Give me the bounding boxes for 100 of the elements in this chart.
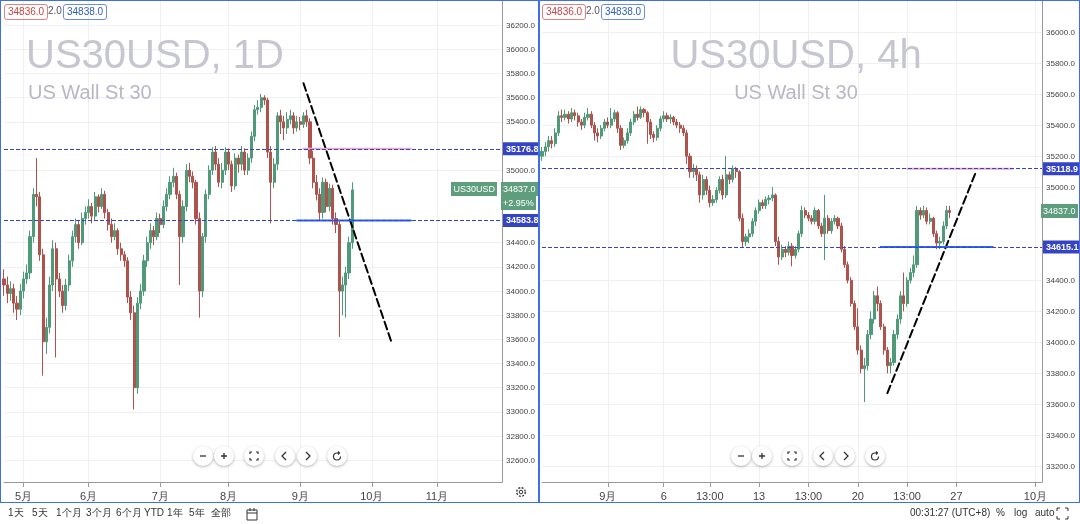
y-tick-label: 33400.0 [506,359,536,369]
candlestick [810,214,813,225]
x-tick-label: 6月 [80,489,98,502]
candlestick [813,206,817,225]
candlestick [577,112,580,128]
candlestick [787,241,790,256]
candlestick [55,242,58,359]
candlestick [606,116,609,129]
y-tick-label: 32600.0 [506,455,536,465]
candlestick [679,121,682,134]
ref-line-label: 34615.1 [1046,241,1079,252]
x-tick-label: 13:00 [893,489,921,502]
y-tick-label: 33800.0 [1046,368,1076,378]
candlestick [744,233,748,247]
ref-line-label: 34583.8 [506,215,539,226]
annotation: 34836.0 [4,4,49,20]
y-tick-label: 34400.0 [506,238,536,248]
candlestick [97,193,100,213]
candlestick [260,93,263,113]
y-tick-label: 33200.0 [506,383,536,393]
candlestick [669,113,672,125]
text: US30USD, 4h [670,32,922,76]
candlestick [550,135,553,149]
y-tick-label: 34000.0 [506,286,536,296]
candlestick [328,182,331,212]
candlestick [823,194,826,261]
y-tick-label: 35000.0 [1046,182,1076,192]
candlestick [325,178,328,213]
y-tick-label: 34200.0 [1046,306,1076,316]
x-tick-label: 10月 [360,489,384,502]
y-tick-label: 32800.0 [506,431,536,441]
text: US Wall St 30 [734,81,858,103]
candlestick [100,187,103,210]
candlestick [152,225,155,246]
annotation: US30USD [451,181,497,196]
x-tick-label: 5月 [14,489,33,502]
candlestick [583,112,586,129]
text: 1个月 [56,506,82,520]
x-tick-label: 13 [752,489,766,502]
candlestick [292,111,295,135]
text: +2.95% [501,195,536,210]
candlestick [925,206,928,225]
x-tick-label: 20 [851,489,864,502]
candlestick [646,110,649,145]
candlestick [764,196,767,210]
annotation: 34838.0 [601,4,646,20]
candlestick [731,164,734,184]
annotation: 34838.0 [63,4,108,20]
y-tick-label: 35400.0 [1046,120,1076,130]
candlestick [570,107,573,123]
candlestick [9,280,12,302]
candlestick [827,214,830,235]
ref-line-label: 35118.9 [1046,163,1079,174]
candlestick [902,272,905,312]
candlestick [243,147,246,176]
candlestick [610,107,613,129]
text: 5天 [32,506,48,520]
y-tick-label: 34000.0 [1046,337,1076,347]
text: 5年 [189,506,205,520]
candlestick [807,211,810,222]
y-tick-label: 35000.0 [506,165,536,175]
candlestick [155,212,159,241]
y-tick-label: 35800.0 [1046,58,1076,68]
candlestick [302,111,305,129]
x-tick-label: 13:00 [794,489,823,502]
candlestick [563,109,567,121]
y-tick-label: 36000.0 [506,44,536,54]
candlestick [781,244,784,261]
text: YTD [144,506,164,520]
candlestick [771,186,774,202]
candlestick [830,217,833,235]
y-tick-label: 33800.0 [506,310,536,320]
candlestick [784,245,787,258]
x-tick-label: 6 [660,489,667,502]
x-tick-label: 13:00 [696,489,724,502]
text: 3个月 [86,506,112,520]
annotation: 2.0 [48,4,62,18]
candlestick [675,118,678,129]
candlestick [77,220,80,250]
candlestick [672,115,675,126]
y-tick-label: 35800.0 [506,69,536,79]
candlestick [790,242,794,267]
candlestick [240,145,243,171]
y-tick-label: 35600.0 [506,93,536,103]
text: % [996,506,1005,520]
candlestick [94,191,97,222]
candlestick [922,205,925,219]
candlestick [113,222,116,241]
candlestick [567,110,570,125]
candlestick [636,106,639,121]
x-tick-label: 27 [950,489,963,502]
y-tick-label: 36200.0 [506,20,536,30]
y-tick-label: 34200.0 [506,262,536,272]
candlestick [540,146,544,162]
y-tick-label: 33200.0 [1046,461,1076,471]
y-tick-label: 35200.0 [1046,151,1076,161]
x-tick-label: 9月 [291,489,309,502]
candlestick [639,106,642,120]
candlestick [725,155,728,199]
y-tick-label: 33600.0 [1046,399,1076,409]
